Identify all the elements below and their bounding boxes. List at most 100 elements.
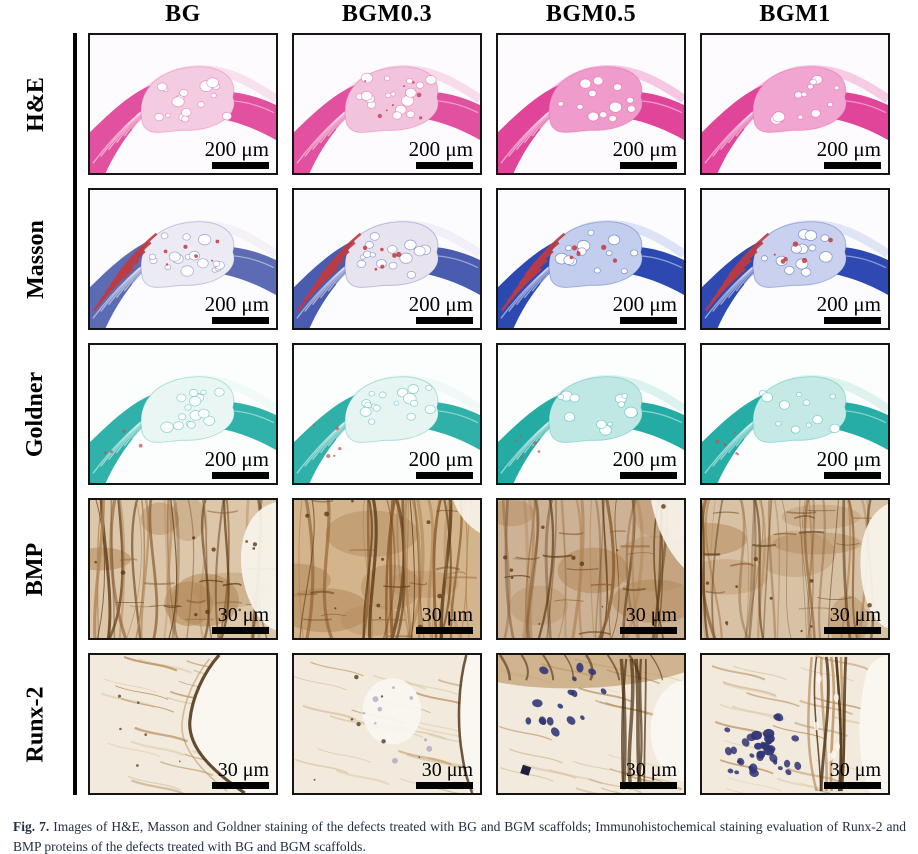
scale-bar: 200 μm xyxy=(817,139,881,169)
scale-bar: 200 μm xyxy=(205,139,269,169)
scale-bar: 30 μm xyxy=(212,605,269,634)
scale-bar-line xyxy=(212,627,269,634)
micrograph-art xyxy=(90,655,276,793)
micrograph-art xyxy=(90,190,276,328)
histology-image-goldner-bgm1: 200 μm xyxy=(700,343,890,485)
row-label-text: Goldner xyxy=(22,371,49,457)
micrograph-art xyxy=(702,655,888,793)
scale-bar: 30 μm xyxy=(620,760,677,789)
row-label-bmp: BMP xyxy=(0,498,72,640)
caption-text: Images of H&E, Masson and Goldner staini… xyxy=(13,819,907,854)
scale-bar-line xyxy=(416,162,473,169)
scale-bar: 200 μm xyxy=(205,449,269,479)
histology-image-masson-bgm0.5: 200 μm xyxy=(496,188,686,330)
histology-image-bmp-bgm0.5: 30 μm xyxy=(496,498,686,640)
micrograph-art xyxy=(702,35,888,173)
histology-image-bmp-bg: 30 μm xyxy=(88,498,278,640)
scale-bar: 200 μm xyxy=(817,294,881,324)
scale-bar-line xyxy=(824,472,881,479)
scale-bar: 30 μm xyxy=(824,760,881,789)
scale-bar-line xyxy=(620,317,677,324)
scale-label: 200 μm xyxy=(816,292,881,316)
micrograph-art xyxy=(294,655,480,793)
scale-bar-line xyxy=(824,782,881,789)
scale-bar-line xyxy=(212,472,269,479)
micrograph-art xyxy=(498,35,684,173)
micrograph-art xyxy=(90,500,276,638)
scale-bar: 200 μm xyxy=(817,449,881,479)
histology-image-goldner-bg: 200 μm xyxy=(88,343,278,485)
scale-label: 200 μm xyxy=(816,447,881,471)
scale-label: 200 μm xyxy=(612,137,677,161)
histology-image-bmp-bgm1: 30 μm xyxy=(700,498,890,640)
scale-label: 30 μm xyxy=(625,604,677,626)
micrograph-art xyxy=(90,345,276,483)
row-label-runx2: Runx-2 xyxy=(0,653,72,795)
scale-bar: 30 μm xyxy=(212,760,269,789)
scale-bar: 200 μm xyxy=(613,294,677,324)
histology-image-runx2-bgm0.5: 30 μm xyxy=(496,653,686,795)
scale-bar-line xyxy=(212,317,269,324)
scale-label: 30 μm xyxy=(421,759,473,781)
row-label-text: BMP xyxy=(22,542,49,596)
histology-image-he-bgm0.5: 200 μm xyxy=(496,33,686,175)
histology-image-masson-bg: 200 μm xyxy=(88,188,278,330)
scale-bar: 200 μm xyxy=(409,139,473,169)
scale-label: 200 μm xyxy=(204,137,269,161)
scale-label: 200 μm xyxy=(612,292,677,316)
micrograph-art xyxy=(294,500,480,638)
histology-image-goldner-bgm0.5: 200 μm xyxy=(496,343,686,485)
row-label-text: Masson xyxy=(22,219,49,299)
micrograph-art xyxy=(702,500,888,638)
scale-bar-line xyxy=(212,782,269,789)
row-label-goldner: Goldner xyxy=(0,343,72,485)
scale-label: 200 μm xyxy=(408,292,473,316)
histology-image-bmp-bgm0.3: 30 μm xyxy=(292,498,482,640)
scale-label: 200 μm xyxy=(612,447,677,471)
scale-label: 30 μm xyxy=(217,604,269,626)
scale-bar-line xyxy=(416,627,473,634)
scale-bar: 30 μm xyxy=(416,760,473,789)
micrograph-art xyxy=(294,190,480,328)
scale-bar: 200 μm xyxy=(409,294,473,324)
scale-label: 200 μm xyxy=(408,137,473,161)
histology-image-he-bgm1: 200 μm xyxy=(700,33,890,175)
scale-bar-line xyxy=(824,627,881,634)
figure-caption: Fig. 7. Images of H&E, Masson and Goldne… xyxy=(13,817,906,854)
scale-label: 200 μm xyxy=(816,137,881,161)
scale-bar-line xyxy=(212,162,269,169)
histology-image-he-bg: 200 μm xyxy=(88,33,278,175)
scale-bar: 30 μm xyxy=(824,605,881,634)
column-header-bgm1: BGM1 xyxy=(759,1,831,27)
scale-label: 200 μm xyxy=(204,292,269,316)
micrograph-art xyxy=(498,345,684,483)
row-label-he: H&E xyxy=(0,33,72,175)
micrograph-art xyxy=(702,345,888,483)
row-label-text: H&E xyxy=(22,76,49,132)
scale-label: 30 μm xyxy=(829,759,881,781)
scale-bar-line xyxy=(416,472,473,479)
image-grid: 200 μm 200 μm 200 μm 200 μm 200 μm 200 μm 200 … xyxy=(88,33,890,795)
scale-bar-line xyxy=(620,782,677,789)
scale-label: 200 μm xyxy=(204,447,269,471)
scale-label: 30 μm xyxy=(625,759,677,781)
scale-bar: 200 μm xyxy=(205,294,269,324)
histology-image-runx2-bg: 30 μm xyxy=(88,653,278,795)
micrograph-art xyxy=(498,655,684,793)
scale-bar-line xyxy=(620,162,677,169)
micrograph-art xyxy=(294,35,480,173)
scale-bar: 200 μm xyxy=(409,449,473,479)
micrograph-art xyxy=(498,190,684,328)
micrograph-art xyxy=(90,35,276,173)
micrograph-art xyxy=(702,190,888,328)
scale-bar-line xyxy=(824,162,881,169)
column-header-bgm0.5: BGM0.5 xyxy=(545,1,637,27)
row-label-text: Runx-2 xyxy=(22,685,49,763)
scale-label: 30 μm xyxy=(217,759,269,781)
scale-bar-line xyxy=(620,472,677,479)
scale-label: 30 μm xyxy=(421,604,473,626)
scale-label: 30 μm xyxy=(829,604,881,626)
scale-label: 200 μm xyxy=(408,447,473,471)
column-header-bg: BG xyxy=(165,1,201,27)
